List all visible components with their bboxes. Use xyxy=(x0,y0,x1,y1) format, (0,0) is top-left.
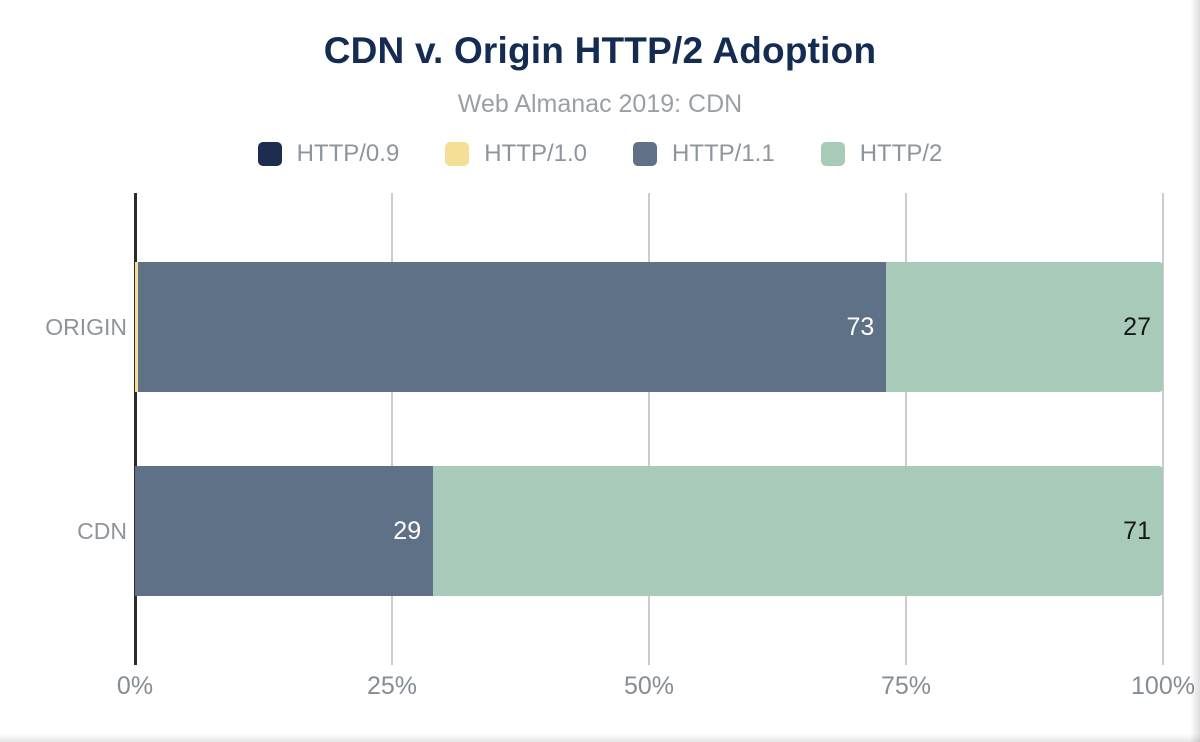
x-tick-label-25: 25% xyxy=(366,672,418,700)
category-label-cdn: CDN xyxy=(77,518,127,544)
plot-area: 73 27 29 71 xyxy=(134,193,1164,665)
gridline-75 xyxy=(905,193,907,665)
bar-segment-cdn-http-2: 71 xyxy=(433,466,1163,596)
legend-item-http-1-1: HTTP/1.1 xyxy=(633,140,775,168)
gridline-50 xyxy=(648,193,650,665)
legend-swatch-icon xyxy=(257,142,282,166)
x-tick-label-75: 75% xyxy=(880,672,932,700)
legend-label: HTTP/1.1 xyxy=(672,140,775,167)
x-tick-label-50: 50% xyxy=(623,672,675,700)
data-label: 73 xyxy=(846,312,875,341)
edge-shadow xyxy=(1190,0,1200,742)
x-tick-label-0: 0% xyxy=(116,672,154,700)
legend-item-http-1-0: HTTP/1.0 xyxy=(445,140,587,168)
gridline-100 xyxy=(1162,193,1164,665)
legend-swatch-icon xyxy=(633,142,657,166)
bar-cdn: 29 71 xyxy=(135,466,1163,596)
bar-segment-cdn-http-1-1: 29 xyxy=(135,466,434,596)
chart-title: CDN v. Origin HTTP/2 Adoption xyxy=(323,30,877,71)
legend-swatch-icon xyxy=(445,142,470,166)
legend-item-http-2: HTTP/2 xyxy=(820,140,943,168)
gridline-25 xyxy=(391,193,393,665)
chart-subtitle: Web Almanac 2019: CDN xyxy=(457,90,743,118)
legend-item-http-0-9: HTTP/0.9 xyxy=(257,140,400,168)
legend-label: HTTP/0.9 xyxy=(296,140,400,167)
bar-segment-origin-http-1-1: 73 xyxy=(138,262,887,392)
data-label: 29 xyxy=(393,516,422,545)
legend-label: HTTP/2 xyxy=(859,140,943,167)
legend-label: HTTP/1.0 xyxy=(484,140,587,167)
bar-segment-origin-http-1-0 xyxy=(135,262,139,392)
category-label-origin: ORIGIN xyxy=(45,314,127,340)
y-axis-line xyxy=(134,193,137,665)
bar-segment-origin-http-2: 27 xyxy=(886,262,1163,392)
edge-shadow xyxy=(0,734,1200,742)
legend-swatch-icon xyxy=(820,142,845,166)
x-tick-label-100: 100% xyxy=(1131,672,1195,700)
legend: HTTP/0.9 HTTP/1.0 HTTP/1.1 HTTP/2 xyxy=(0,138,1200,170)
bar-origin: 73 27 xyxy=(135,262,1163,392)
data-label: 27 xyxy=(1123,312,1151,341)
data-label: 71 xyxy=(1123,516,1151,545)
